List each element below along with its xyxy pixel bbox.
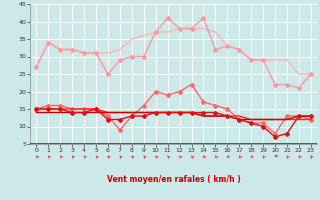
X-axis label: Vent moyen/en rafales ( km/h ): Vent moyen/en rafales ( km/h ) [107,175,240,184]
